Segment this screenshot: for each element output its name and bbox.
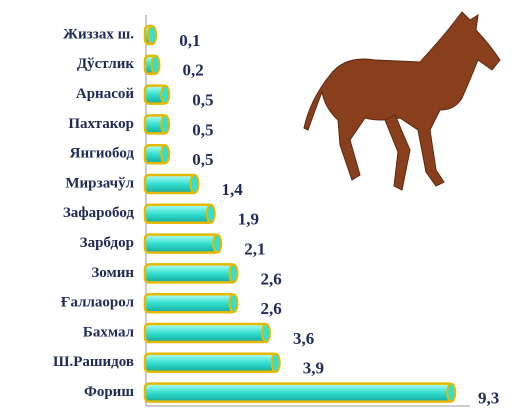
value-label: 2,6	[261, 269, 282, 288]
category-label: Зомин	[91, 265, 134, 281]
category-label: Дўстлик	[77, 56, 135, 72]
bar	[145, 324, 270, 342]
category-label: Фориш	[84, 384, 134, 400]
value-label: 3,6	[293, 329, 314, 348]
bar	[145, 56, 160, 74]
value-label: 2,6	[261, 299, 282, 318]
category-label: Зарбдор	[80, 235, 134, 251]
value-label: 0,1	[179, 31, 200, 50]
category-label: Ш.Рашидов	[53, 354, 134, 370]
value-label: 0,5	[192, 91, 213, 110]
value-label: 0,2	[183, 61, 204, 80]
value-label: 1,4	[222, 180, 244, 199]
value-label: 9,3	[478, 389, 499, 408]
category-label: Янгиобод	[70, 146, 135, 162]
category-label: Зафаробод	[63, 205, 135, 221]
horse	[304, 12, 500, 190]
bar	[145, 294, 238, 312]
bar	[145, 354, 280, 372]
bar	[145, 384, 455, 402]
value-label: 3,9	[303, 359, 324, 378]
bar	[145, 235, 221, 253]
category-label: Ғаллаорол	[61, 295, 135, 311]
value-label: 0,5	[192, 150, 213, 169]
chart: Жиззах ш. 0,1 Дўстлик 0,2 Арнасой 0,5 Пахтакор…	[0, 0, 518, 418]
value-label: 1,9	[238, 210, 259, 229]
bar	[145, 86, 169, 104]
bar	[145, 264, 238, 282]
bar	[145, 175, 199, 193]
category-label: Жиззах ш.	[63, 26, 134, 42]
bar	[145, 205, 215, 223]
category-label: Мирзачўл	[65, 175, 134, 191]
bar	[145, 115, 169, 133]
bar	[145, 26, 156, 44]
bar	[145, 145, 169, 163]
category-label: Бахмал	[83, 324, 135, 340]
value-label: 2,1	[244, 240, 265, 259]
category-label: Арнасой	[76, 86, 134, 102]
value-label: 0,5	[192, 120, 213, 139]
category-label: Пахтакор	[68, 116, 134, 132]
